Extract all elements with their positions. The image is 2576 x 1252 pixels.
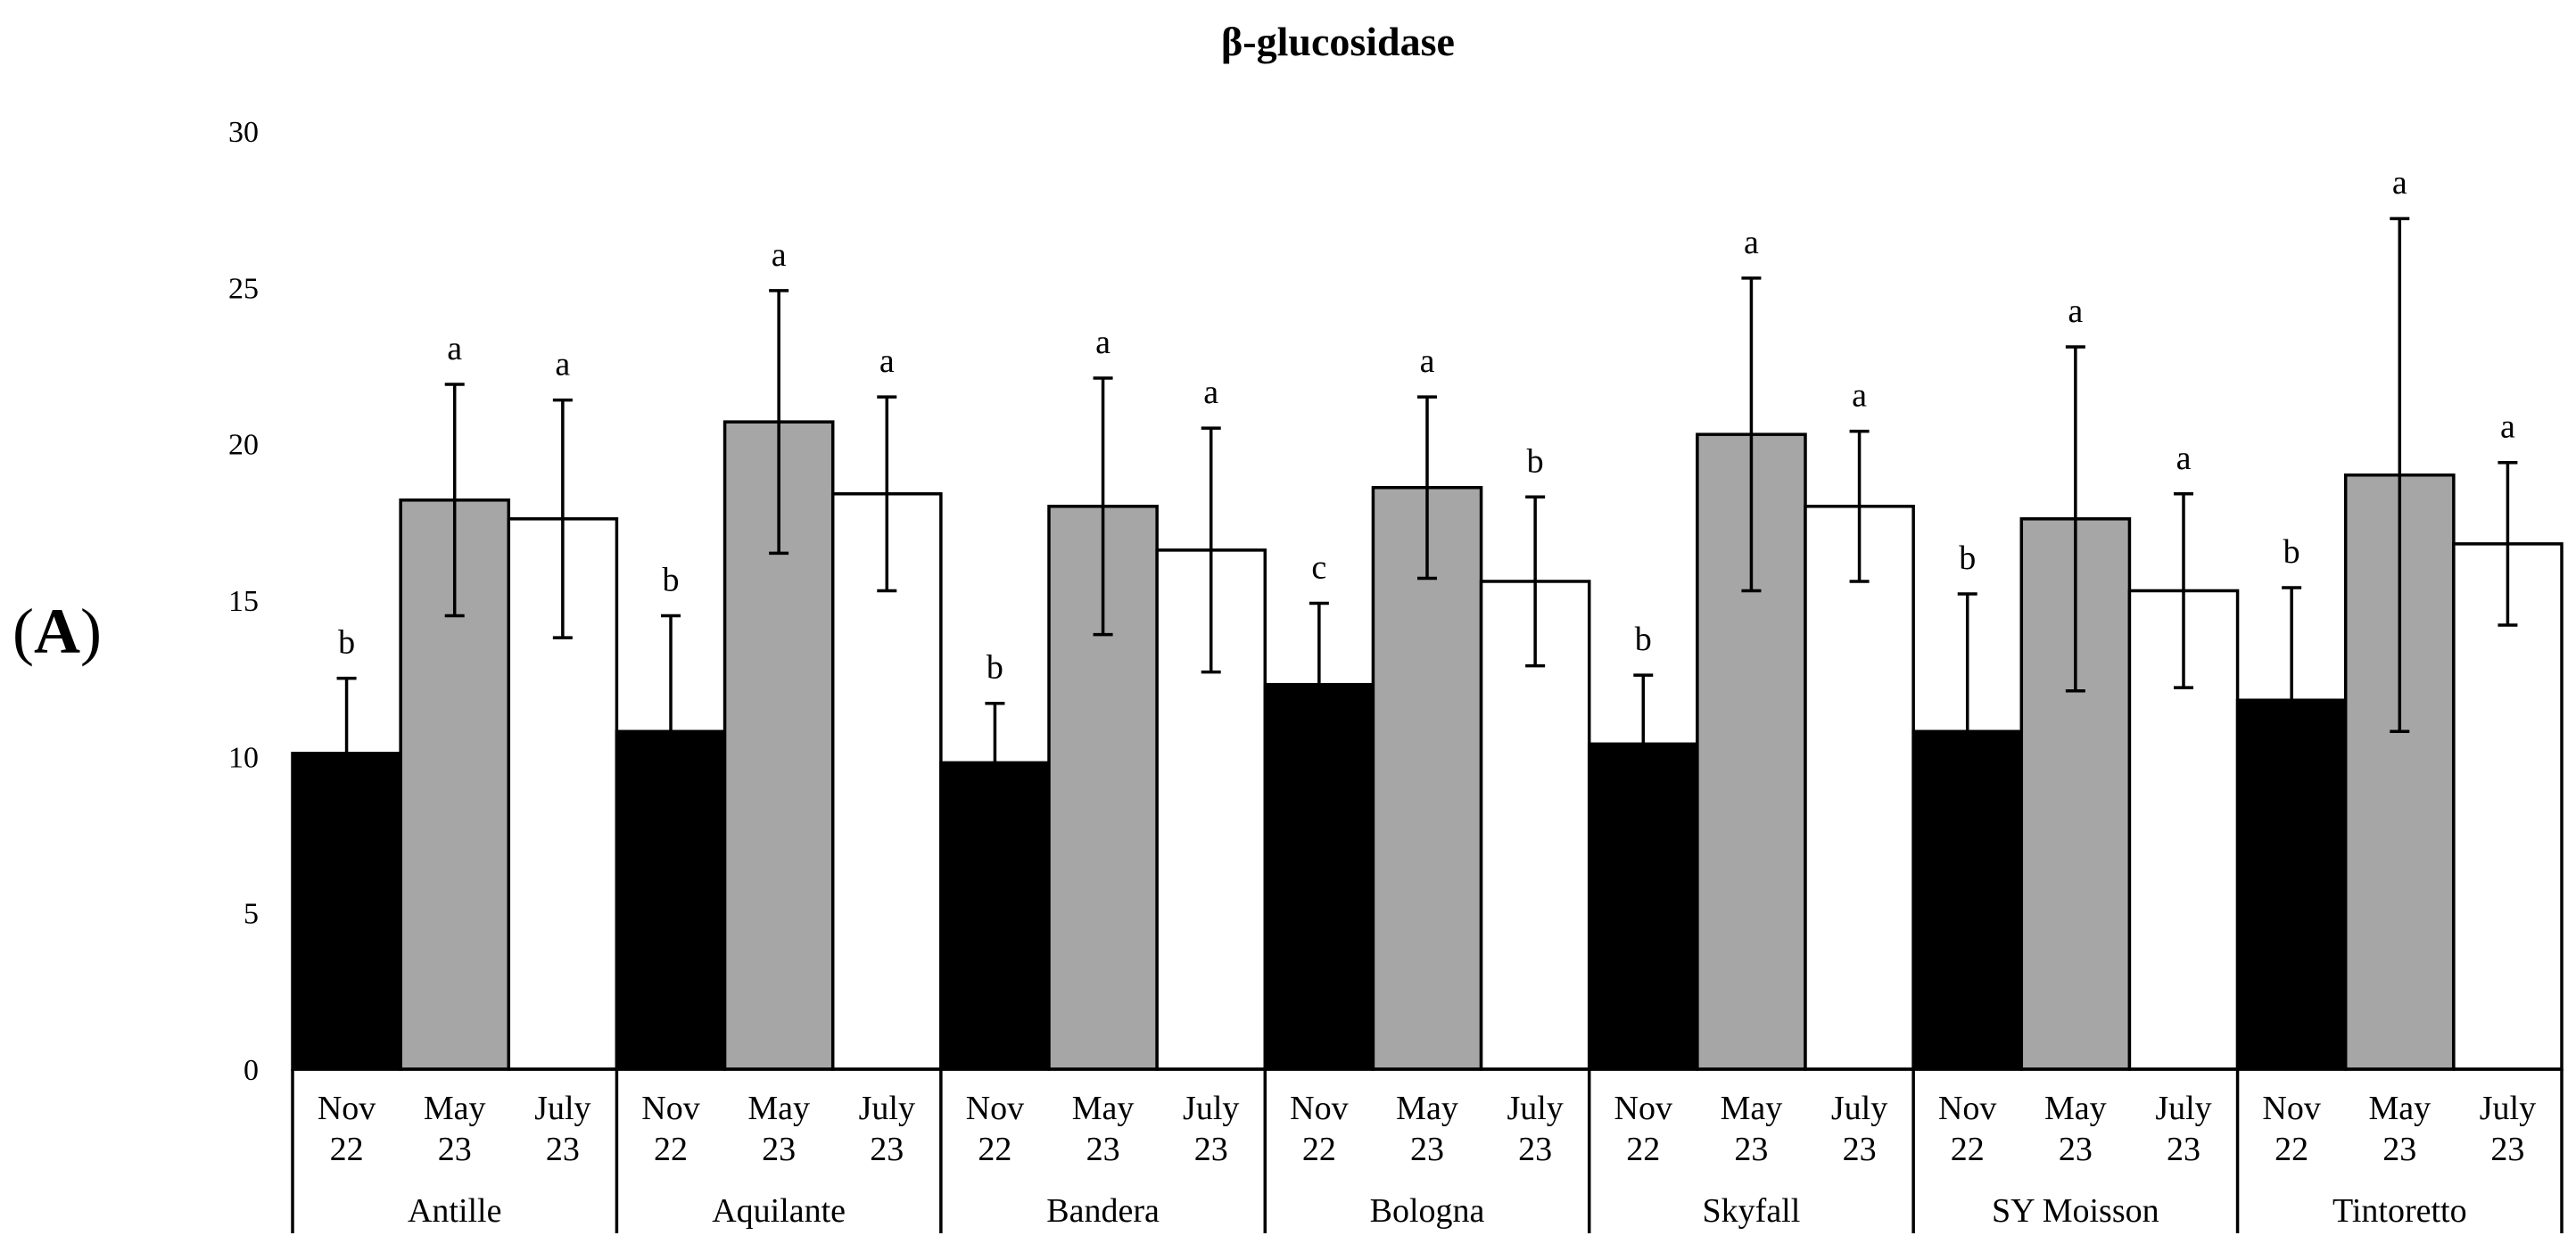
category-label-line1: May (424, 1090, 486, 1127)
category-label-line1: Nov (318, 1090, 376, 1127)
category-label-line1: July (859, 1090, 915, 1127)
significance-letter: b (663, 562, 680, 599)
y-axis: 0 5 10 15 20 25 30 (228, 116, 259, 1087)
category-label-line1: July (1831, 1090, 1887, 1127)
significance-letter: a (1420, 342, 1435, 380)
category-label-line2: 23 (2382, 1131, 2416, 1168)
significance-letter: a (447, 330, 462, 367)
bar (1804, 505, 1915, 1071)
group-label: Bologna (1370, 1192, 1485, 1230)
significance-letter: a (555, 346, 570, 383)
y-tick-label: 15 (228, 585, 259, 618)
category-label-line1: Nov (641, 1090, 699, 1127)
category-label-line1: Nov (966, 1090, 1024, 1127)
category-label-line1: July (1183, 1090, 1239, 1127)
y-tick-label: 10 (228, 741, 259, 774)
significance-letter: b (2283, 533, 2300, 571)
category-label-line2: 22 (1626, 1131, 1660, 1168)
category-label-line2: 23 (1194, 1131, 1228, 1168)
y-tick-label: 20 (228, 429, 259, 462)
category-label-line1: July (2480, 1090, 2536, 1127)
significance-letter: b (1527, 442, 1544, 480)
category-label-line1: May (747, 1090, 810, 1127)
category-label-line2: 22 (330, 1131, 364, 1168)
category-label-line1: July (1507, 1090, 1563, 1127)
category-label-line2: 23 (1518, 1131, 1552, 1168)
significance-letter: c (1311, 549, 1326, 587)
category-label-line2: 23 (1086, 1131, 1120, 1168)
significance-letter: a (772, 236, 787, 274)
panel-label: (A) (12, 596, 102, 667)
category-label-line1: May (2368, 1090, 2431, 1127)
significance-letter: a (2068, 292, 2083, 330)
group-label: Tintoretto (2332, 1192, 2467, 1230)
panel-label-letter: A (34, 596, 80, 667)
group-label: Aquilante (712, 1192, 846, 1230)
significance-letter: a (1744, 224, 1759, 261)
category-label-line1: May (1396, 1090, 1458, 1127)
category-label-line2: 23 (1410, 1131, 1444, 1168)
category-label-line1: July (534, 1090, 590, 1127)
category-label-line1: July (2155, 1090, 2211, 1127)
significance-letter: b (1635, 621, 1652, 658)
category-label-line1: Nov (2262, 1090, 2320, 1127)
bar (2452, 542, 2564, 1071)
y-tick-label: 25 (228, 272, 259, 305)
error-bars-layer (336, 217, 2518, 871)
significance-letter: a (1095, 324, 1110, 361)
panel-label-close: ) (80, 596, 102, 667)
significance-letter: b (987, 649, 1003, 687)
bar (2019, 517, 2132, 1071)
category-label-line1: May (1072, 1090, 1135, 1127)
category-label-line2: 22 (1302, 1131, 1336, 1168)
significance-letter: a (2392, 164, 2407, 202)
panel-label-open: ( (12, 596, 34, 667)
significance-letters-layer: b a a b a a b a a c a b b a a b a a b a a (338, 164, 2515, 687)
category-label-line2: 23 (2059, 1131, 2093, 1168)
category-label-line2: 23 (870, 1131, 904, 1168)
chart-title: β-glucosidase (1221, 19, 1455, 64)
y-tick-label: 30 (228, 116, 259, 149)
category-label-line2: 22 (2275, 1131, 2308, 1168)
category-label-line1: Nov (1614, 1090, 1672, 1127)
y-tick-label: 5 (244, 898, 259, 931)
category-label-line1: Nov (1290, 1090, 1348, 1127)
category-label-line1: May (2044, 1090, 2107, 1127)
category-label-line2: 23 (2167, 1131, 2200, 1168)
category-label-line2: 23 (1843, 1131, 1877, 1168)
y-tick-label: 0 (244, 1054, 259, 1087)
group-label: Antille (408, 1192, 502, 1230)
category-label-line1: May (1721, 1090, 1783, 1127)
category-label-line2: 23 (546, 1131, 580, 1168)
category-label-line2: 22 (654, 1131, 688, 1168)
group-label: Skyfall (1703, 1192, 1801, 1230)
category-label-line1: Nov (1938, 1090, 1996, 1127)
category-label-line2: 22 (1951, 1131, 1985, 1168)
significance-letter: a (2176, 440, 2192, 477)
group-label: Bandera (1046, 1192, 1160, 1230)
significance-letter: a (2500, 408, 2515, 446)
category-label-line2: 23 (1734, 1131, 1768, 1168)
category-label-line2: 23 (762, 1131, 796, 1168)
group-label: SY Moisson (1992, 1192, 2159, 1230)
category-label-line2: 23 (2490, 1131, 2524, 1168)
significance-letter: a (1203, 374, 1218, 411)
significance-letter: b (338, 624, 355, 662)
category-label-line2: 23 (438, 1131, 472, 1168)
x-axis: Nov 22 May 23 July 23 Antille Nov 22 May 23 July 23 A… (291, 1067, 2564, 1233)
significance-letter: a (879, 342, 895, 380)
category-label-line2: 22 (978, 1131, 1011, 1168)
significance-letter: a (1852, 377, 1867, 415)
significance-letter: b (1959, 540, 1976, 577)
